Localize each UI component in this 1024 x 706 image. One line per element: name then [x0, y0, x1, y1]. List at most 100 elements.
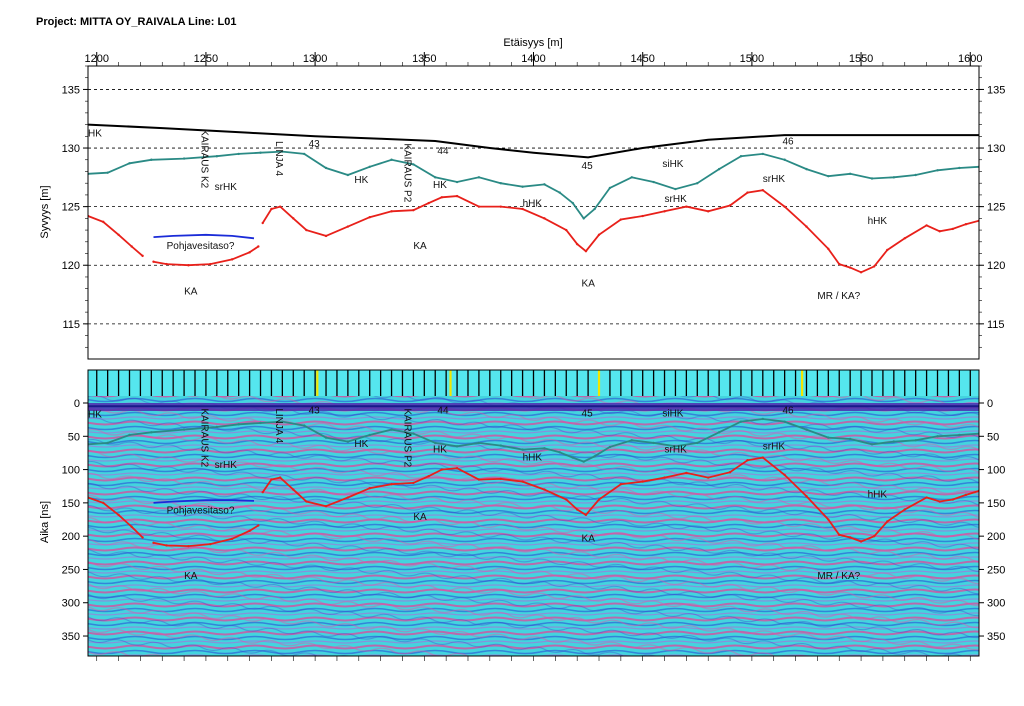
gpr-gpr-hk-point	[630, 439, 633, 442]
gpr-y-tick-label-right: 250	[987, 564, 1005, 576]
gpr-gpr-ka-c-point	[827, 518, 830, 521]
gpr-gpr-hk-point	[892, 440, 896, 443]
gpr-annotation: 45	[582, 408, 594, 419]
elev-annotation: 43	[309, 139, 321, 150]
gpr-gpr-ka-b-point	[187, 544, 190, 548]
elev-hk-lower-point	[805, 167, 808, 171]
gpr-annotation: HK	[433, 444, 447, 455]
gpr-gpr-hk-point	[499, 444, 502, 447]
gpr-gpr-ka-c-point	[346, 496, 350, 499]
gpr-annotation: LINJA 4	[273, 408, 284, 443]
gpr-y-tick-label-right: 150	[987, 498, 1005, 510]
gpr-gpr-hk-point	[346, 440, 350, 443]
elev-ka-c-point	[938, 230, 941, 233]
gpr-annotation: HK	[88, 410, 102, 421]
gpr-gpr-hk-point	[652, 441, 655, 445]
gpr-gpr-hk-point	[259, 421, 262, 425]
gpr-annotation: KA	[184, 571, 198, 582]
elev-annotation: LINJA 4	[273, 141, 284, 176]
y-tick-label-right: 130	[987, 143, 1005, 155]
gpr-gpr-ka-c-point	[597, 498, 601, 501]
elev-annotation: HK	[354, 175, 368, 186]
y-tick-label-right: 115	[987, 319, 1005, 331]
elev-ka-a-point	[102, 220, 105, 224]
gpr-gpr-hk-point	[558, 451, 561, 454]
elev-ka-c-point	[427, 201, 430, 205]
gpr-gpr-ka-c-point	[619, 483, 623, 486]
gpr-gpr-hk-point	[914, 439, 917, 442]
elev-hk-lower-point	[936, 169, 939, 172]
elev-hk-lower-point	[870, 177, 874, 180]
gpr-gpr-ka-b-point	[209, 542, 212, 546]
elev-ka-c-point	[859, 271, 863, 274]
elev-ka-c-point	[641, 214, 644, 218]
elev-hk-lower-point	[608, 186, 612, 190]
gpr-gpr-hk-point	[150, 431, 153, 434]
elev-hk-lower-point	[571, 201, 575, 205]
elev-ka-b-point	[152, 260, 155, 263]
elev-hk-lower-point	[499, 182, 502, 185]
gpr-gpr-groundwater-line	[153, 499, 255, 504]
gpr-annotation: Pohjavesitaso?	[167, 506, 235, 517]
elev-ka-c-point	[663, 210, 666, 213]
gpr-y-tick-label-right: 50	[987, 431, 999, 443]
elev-hk-lower-point	[237, 152, 240, 156]
gpr-gpr-ka-a-point	[141, 536, 144, 539]
y-tick-label-left: 135	[62, 84, 80, 96]
gpr-gpr-hk-point	[761, 417, 765, 421]
elev-ka-c-point	[886, 248, 889, 252]
elev-ka-c-point	[270, 207, 273, 211]
elev-annotation: KAIRAUS K2	[199, 129, 210, 188]
elev-hk-lower-point	[302, 152, 306, 156]
elev-hk-lower-point	[368, 165, 371, 168]
elev-ka-c-point	[584, 249, 588, 253]
elev-hk-lower-point	[630, 176, 633, 179]
elev-ka-c-point	[872, 265, 876, 268]
gpr-annotation: KAIRAUS P2	[402, 408, 413, 467]
elev-annotation: HK	[88, 128, 102, 139]
x-tick-label: 1300	[303, 53, 327, 65]
gpr-gpr-ka-c-point	[427, 475, 430, 478]
gpr-gpr-ka-c-point	[412, 481, 415, 485]
elev-ka-c-point	[305, 228, 308, 232]
gpr-y-tick-label-left: 150	[62, 498, 80, 510]
elev-ka-c-point	[324, 234, 328, 238]
gpr-gpr-hk-point	[390, 428, 393, 431]
y-tick-label-right: 125	[987, 202, 1005, 214]
elev-ka-c-point	[292, 217, 295, 220]
y-axis-label-time: Aika [ns]	[39, 501, 51, 543]
gpr-gpr-hk-point	[543, 447, 546, 450]
elev-hk-lower-point	[455, 180, 459, 184]
elev-hk-lower-point	[914, 173, 917, 177]
elev-ka-c-point	[597, 233, 601, 236]
gpr-gpr-ka-c-point	[886, 520, 889, 523]
gpr-y-tick-label-left: 0	[74, 398, 80, 410]
gpr-gpr-hk-point	[827, 436, 830, 439]
x-tick-label: 1200	[84, 53, 108, 65]
gpr-y-tick-label-right: 100	[987, 465, 1005, 477]
gpr-gpr-hk-point	[848, 437, 852, 441]
gpr-gpr-hk-point	[783, 420, 786, 423]
gpr-gpr-hk-point	[412, 432, 415, 435]
elev-hk-lower-point	[521, 185, 524, 188]
elev-ka-c-point	[728, 204, 732, 207]
elev-ka-b-point	[248, 251, 251, 254]
x-tick-label: 1600	[958, 53, 982, 65]
gpr-annotation: KAIRAUS K2	[199, 408, 210, 467]
x-tick-label: 1250	[194, 53, 218, 65]
gpr-gpr-ka-c-point	[903, 508, 906, 511]
gpr-gpr-ka-c-point	[761, 456, 765, 459]
elev-ka-c-point	[783, 205, 786, 208]
elev-annotation: hHK	[868, 216, 888, 227]
elev-ka-c-point	[346, 225, 350, 228]
elev-hk-lower-point	[434, 176, 437, 179]
gpr-y-tick-label-left: 350	[62, 631, 80, 643]
grid-layer	[88, 89, 979, 325]
elev-hk-lower-point	[390, 158, 393, 161]
gpr-annotation: HK	[354, 439, 368, 450]
elevation-plot-frame	[87, 65, 980, 360]
x-axis-label: Etäisyys [m]	[503, 37, 562, 49]
elev-ka-c-point	[925, 224, 928, 227]
elev-hk-lower-point	[259, 151, 262, 154]
elev-ka-a-point	[117, 233, 120, 236]
